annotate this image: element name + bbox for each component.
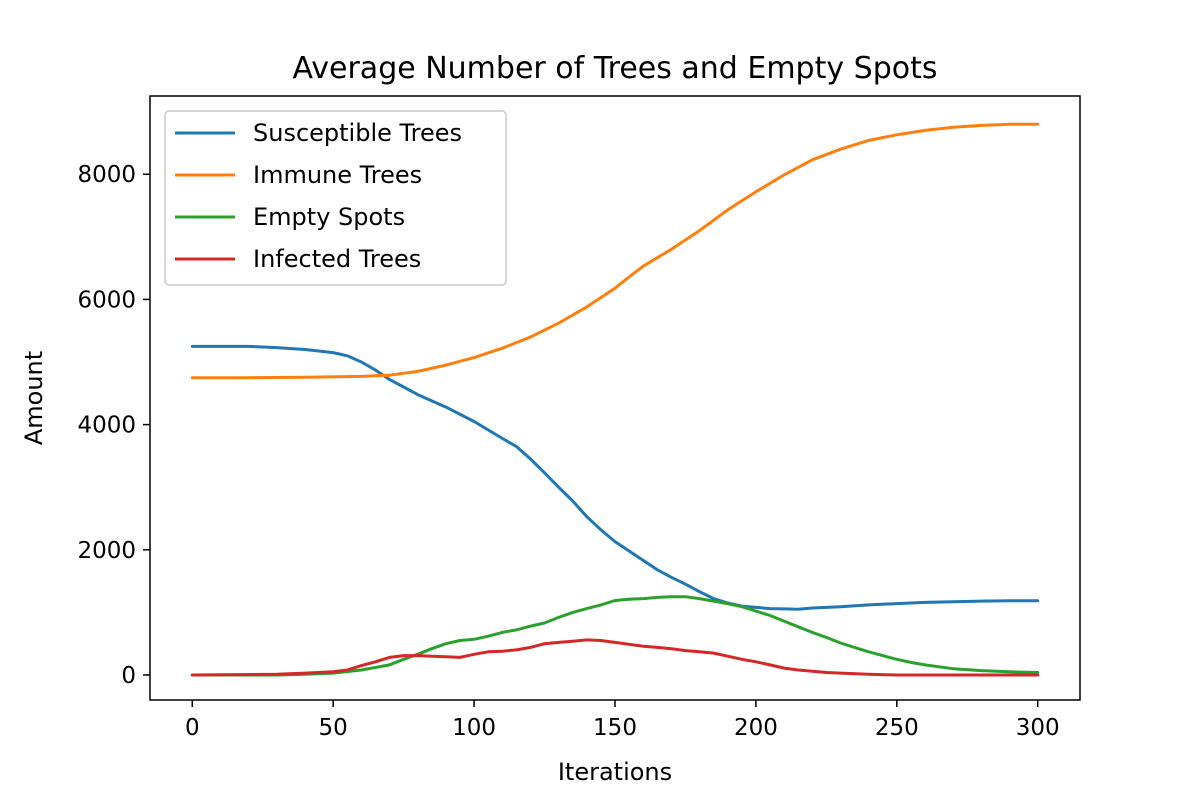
y-axis-label: Amount <box>20 351 48 445</box>
axes-frame <box>149 95 1081 701</box>
x-tick-label: 50 <box>319 715 348 741</box>
legend-entry-label: Empty Spots <box>253 203 405 231</box>
x-tick-label: 250 <box>875 715 919 741</box>
x-tick-label: 200 <box>734 715 778 741</box>
series-line-1 <box>190 122 1040 380</box>
x-tick-label: 100 <box>452 715 496 741</box>
y-tick-label: 6000 <box>77 287 136 313</box>
y-tick-label: 0 <box>121 663 136 689</box>
y-tick-label: 8000 <box>77 162 136 188</box>
x-tick-label: 0 <box>185 715 200 741</box>
legend-entry-label: Susceptible Trees <box>253 119 462 147</box>
x-axis-label: Iterations <box>558 758 672 786</box>
plot-area <box>190 122 1040 677</box>
series-line-3 <box>190 638 1040 677</box>
legend: Susceptible Trees Immune Trees Empty Spots… <box>164 110 507 286</box>
series-line-0 <box>190 344 1040 611</box>
legend-box <box>164 110 507 286</box>
y-tick-label: 2000 <box>77 538 136 564</box>
series-line-2 <box>190 595 1040 677</box>
x-tick-label: 150 <box>593 715 637 741</box>
legend-entry-label: Infected Trees <box>253 245 421 273</box>
y-axis: 0 2000 4000 6000 8000 <box>77 162 150 689</box>
x-axis: 0 50 100 150 200 250 300 <box>185 700 1060 741</box>
y-tick-label: 4000 <box>77 413 136 439</box>
x-tick-label: 300 <box>1016 715 1060 741</box>
legend-entry-label: Immune Trees <box>253 161 422 189</box>
chart-title: Average Number of Trees and Empty Spots <box>293 51 938 86</box>
